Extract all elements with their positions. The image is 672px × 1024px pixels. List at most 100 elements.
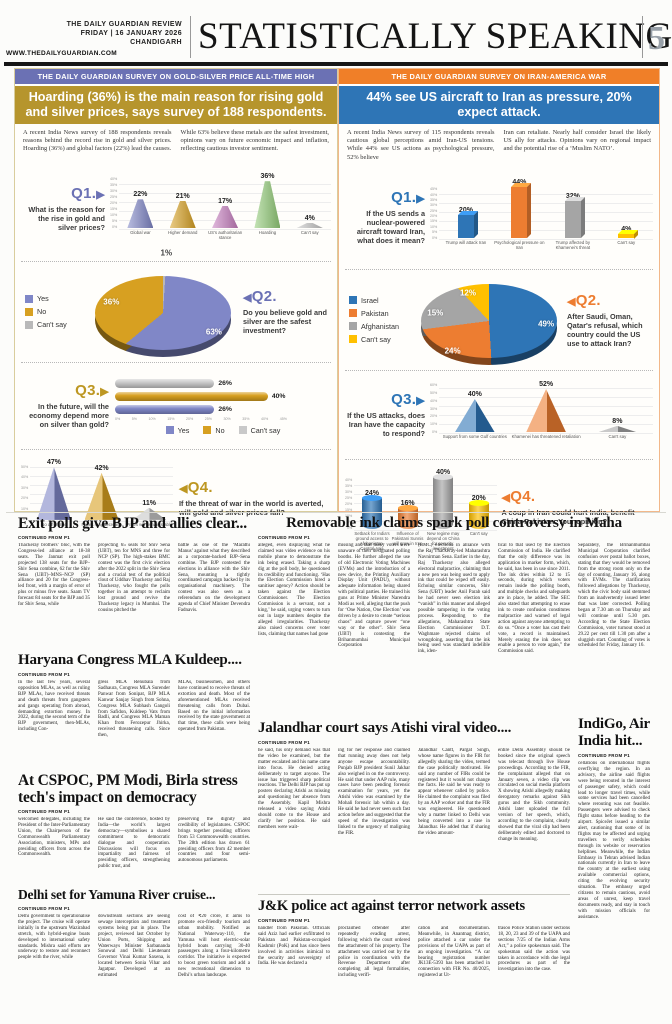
chart-item: 32%Trump affected by Khamenei's threat — [546, 193, 599, 254]
axis-tick-label: 0% — [23, 517, 29, 522]
slice-label: 24% — [444, 346, 461, 356]
category-label: Can't say — [608, 434, 627, 440]
bar-shape — [564, 201, 581, 239]
body-column: entire Delhi Assembly should be booked s… — [498, 748, 570, 842]
hbar-row: 26% — [115, 377, 331, 390]
axis-tick-label: 15% — [167, 416, 175, 421]
body-column: cation and documentation. Meanwhile, in … — [418, 926, 490, 979]
article-headline: Delhi set for Yamuna River cruise... — [18, 887, 216, 902]
pie-surface — [421, 284, 557, 359]
bar-shape — [169, 200, 196, 228]
q2-marker: ◀Q2. — [243, 288, 277, 305]
axis-tick-label: 0% — [432, 235, 438, 240]
value-label: 4% — [304, 214, 315, 222]
axis-tick-label: 10% — [430, 224, 438, 229]
legend-item: Yes — [165, 425, 190, 435]
article-body: cellations on international flights over… — [578, 761, 650, 999]
legend-item: No — [203, 425, 225, 435]
axis-tick-label: 50% — [430, 391, 438, 396]
category-label: Psychological pressure on Iran — [494, 240, 545, 251]
legend-label: Yes — [37, 294, 49, 304]
q2-question: After Saudi, Oman, Qatar's refusal, whic… — [567, 311, 643, 348]
value-label: 11% — [142, 499, 156, 507]
legend-label: Yes — [177, 425, 190, 435]
category-label: New regime may depend on China for secur… — [426, 530, 460, 551]
continued-kicker: CONTINUED FROM P1 — [18, 535, 70, 540]
chart-item: 4%Can't say — [600, 226, 653, 255]
swatch-icon — [25, 294, 33, 303]
axis-tick-label: 15% — [110, 207, 118, 212]
arrow-left-icon: ◀ — [567, 295, 576, 308]
chart-item: 24% Setback for India's ground access to … — [354, 490, 390, 551]
value-label: 36% — [260, 173, 275, 181]
website-url: WWW.THEDAILYGUARDIAN.COM — [6, 50, 117, 57]
dotted-separator — [345, 268, 653, 270]
legend-item: No — [25, 307, 87, 316]
q2-legend: Yes No Can't say — [21, 294, 87, 329]
bar-shape — [526, 389, 567, 433]
q3-bar-area: 26% 40% 26% 0% 5% 10% 15% 20% 25% 30% 35% 40% 45% Ye… — [115, 377, 331, 435]
bar-shape — [457, 215, 474, 239]
continued-kicker: CONTINUED FROM P1 — [18, 672, 70, 677]
bar-shape — [511, 187, 528, 239]
value-label: 40% — [467, 391, 482, 399]
axis-tick-label: 25% — [110, 195, 118, 200]
axis-tick-label: 5% — [347, 520, 353, 525]
value-label: 40% — [436, 468, 451, 476]
q2-pie-chart: 49% 24% 15% 12% — [421, 284, 557, 366]
chart-item: 40% New regime may depend on China for se… — [425, 468, 461, 551]
swatch-icon — [25, 307, 33, 316]
category-label: Can't say — [300, 230, 319, 235]
q2-pie-area: 49% 24% 15% 12% — [415, 274, 563, 366]
right-q3-block: Q3.▶ If the US attacks, does Iran have t… — [339, 371, 659, 459]
survey-intro: A recent India News survey of 188 respon… — [15, 124, 337, 157]
body-column: MLAs, businessmen, and others have conti… — [178, 680, 250, 733]
article-headline: At CSPOC, PM Modi, Birla stress tech's i… — [18, 772, 238, 806]
body-column: trasoo Police Station under sections 18,… — [498, 926, 570, 973]
value-label: 47% — [46, 459, 61, 467]
axis-tick-label: 30% — [345, 489, 353, 494]
q1-question: If the US sends a nuclear-powered aircra… — [356, 208, 425, 245]
body-column: downstream sections are seeing sewage in… — [98, 914, 170, 979]
axis-tick-label: 35% — [430, 197, 438, 202]
axis-tick-label: 0% — [347, 526, 353, 531]
bar-shape — [361, 497, 382, 529]
page-number: 5 — [648, 20, 665, 57]
q2-legend: Israel Pakistan Afghanistan Can't say — [345, 296, 415, 344]
q-id: Q2. — [251, 288, 277, 306]
masthead-rule — [4, 62, 668, 66]
chart-item: 40% Support from some Gulf countries — [439, 391, 510, 448]
body-column: handler from Pakistan. Officials said Az… — [258, 926, 330, 967]
article-body: In the last few years, several oppositio… — [18, 680, 250, 766]
body-column: cellations on international flights over… — [578, 761, 650, 920]
axis-tick-label: 0% — [115, 416, 121, 421]
body-column: cost of ₹20 crore, it aims to promote ec… — [178, 914, 250, 979]
body-column: preserving the dignity and credibility o… — [178, 817, 250, 864]
value-label: 17% — [218, 197, 233, 205]
article-headline: IndiGo, Air India hit... — [578, 716, 650, 749]
q1-cone-chart: 40% 35% 30% 25% 20% 15% 10% 5% 0% 22% Global war 21… — [110, 173, 331, 244]
continued-kicker: CONTINUED FROM P1 — [18, 809, 70, 814]
axis-tick-label: 20% — [21, 496, 29, 501]
legend-label: No — [215, 425, 225, 435]
chart-plot: 24% Setback for India's ground access to … — [354, 468, 497, 551]
q4-question: If the threat of war in the world is ave… — [179, 498, 324, 517]
hbar-rows: 26% 40% 26% — [115, 377, 331, 416]
slice-label: 36% — [103, 297, 120, 307]
axis-tick-label: 25% — [430, 208, 438, 213]
axis-tick-label: 10% — [345, 514, 353, 519]
axis-tick-label: 40% — [430, 398, 438, 403]
swatch-icon — [165, 426, 174, 435]
continued-kicker: CONTINUED FROM P1 — [258, 918, 310, 923]
chart-plot: 47% No difference 42% Prices may decrease 11… — [30, 459, 173, 536]
bar-shape — [397, 508, 418, 529]
left-q3-block: Q3.▶ In the future, will the economy dep… — [15, 363, 337, 449]
category-label: Prices may decrease — [81, 521, 122, 527]
q-id: Q3. — [391, 391, 417, 409]
axis-tick-label: 30% — [110, 189, 118, 194]
q-id: Q2. — [575, 291, 601, 309]
category-label: Can't say — [617, 240, 636, 246]
right-q3-label: Q3.▶ If the US attacks, does Iran have t… — [345, 391, 430, 438]
y-axis-ticks: 40% 35% 30% 25% 20% 15% 10% 5% 0% — [345, 478, 354, 531]
survey-intro: A recent India News survey of 115 respon… — [339, 124, 659, 165]
